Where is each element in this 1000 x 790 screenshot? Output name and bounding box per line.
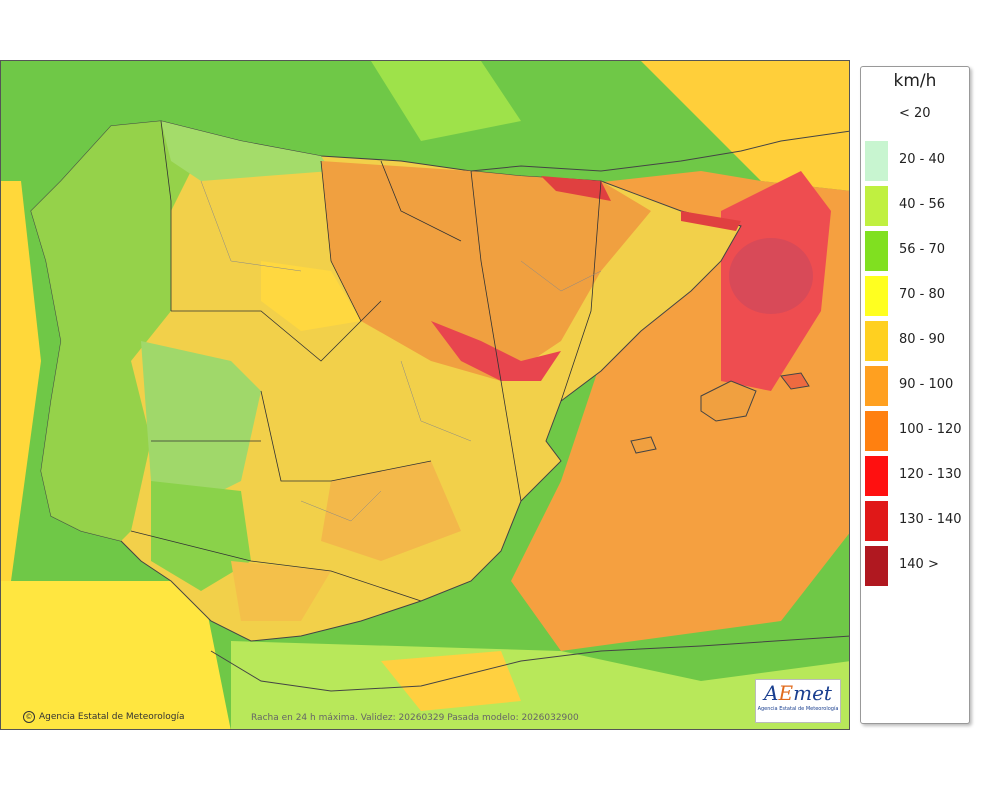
gulf-of-lion-zone [641, 61, 849, 191]
portugal-region [31, 121, 201, 541]
aemet-logo-word: AEmet [764, 681, 832, 705]
legend-swatch [865, 95, 888, 135]
legend-swatch [865, 141, 888, 181]
legend-item: 90 - 100 [865, 366, 969, 406]
ebro-orange-zone [321, 161, 651, 381]
legend-label: 130 - 140 [899, 512, 962, 527]
agency-credit-text: Agencia Estatal de Meteorología [39, 712, 185, 722]
legend-swatch [865, 546, 888, 586]
legend-item: 20 - 40 [865, 141, 969, 181]
map-graphic [1, 61, 849, 729]
legend-swatch [865, 456, 888, 496]
legend-label: < 20 [899, 106, 931, 121]
legend-label: 120 - 130 [899, 467, 962, 482]
legend-item: 100 - 120 [865, 411, 969, 451]
agency-credit: © Agencia Estatal de Meteorología [23, 711, 185, 723]
mallorca [700, 380, 757, 422]
legend-item: < 20 [865, 95, 969, 135]
legend-label: 70 - 80 [899, 287, 946, 302]
aemet-logo: AEmet Agencia Estatal de Meteorología [755, 679, 841, 723]
legend-swatch [865, 186, 888, 226]
legend-label: 140 > [899, 557, 939, 572]
legend-swatch [865, 321, 888, 361]
wind-gust-map[interactable]: © Agencia Estatal de Meteorología Racha … [0, 60, 850, 730]
legend-label: 90 - 100 [899, 377, 954, 392]
legend-item: 120 - 130 [865, 456, 969, 496]
legend-item: 130 - 140 [865, 501, 969, 541]
legend-swatch [865, 411, 888, 451]
menorca [780, 372, 810, 390]
legend-item: 56 - 70 [865, 231, 969, 271]
legend-item: 80 - 90 [865, 321, 969, 361]
legend-swatch [865, 501, 888, 541]
legend-item: 70 - 80 [865, 276, 969, 316]
legend-unit: km/h [893, 71, 937, 91]
peak-gust-core [729, 238, 813, 314]
legend-item: 140 > [865, 546, 969, 586]
copyright-icon: © [23, 711, 35, 723]
legend-label: 56 - 70 [899, 242, 946, 257]
legend-label: 80 - 90 [899, 332, 946, 347]
legend-swatch [865, 276, 888, 316]
legend-swatch [865, 231, 888, 271]
aemet-logo-subtext: Agencia Estatal de Meteorología [757, 706, 839, 712]
ibiza [630, 436, 657, 454]
legend-label: 100 - 120 [899, 422, 962, 437]
atlantic-yellow-band [1, 181, 41, 581]
map-caption: Racha en 24 h máxima. Validez: 20260329 … [251, 713, 579, 723]
legend-item: 40 - 56 [865, 186, 969, 226]
legend: km/h < 20 20 - 40 40 - 56 56 - 70 70 - 8… [860, 66, 970, 724]
legend-label: 20 - 40 [899, 152, 946, 167]
legend-label: 40 - 56 [899, 197, 946, 212]
legend-swatch [865, 366, 888, 406]
region-boundaries [130, 120, 602, 602]
